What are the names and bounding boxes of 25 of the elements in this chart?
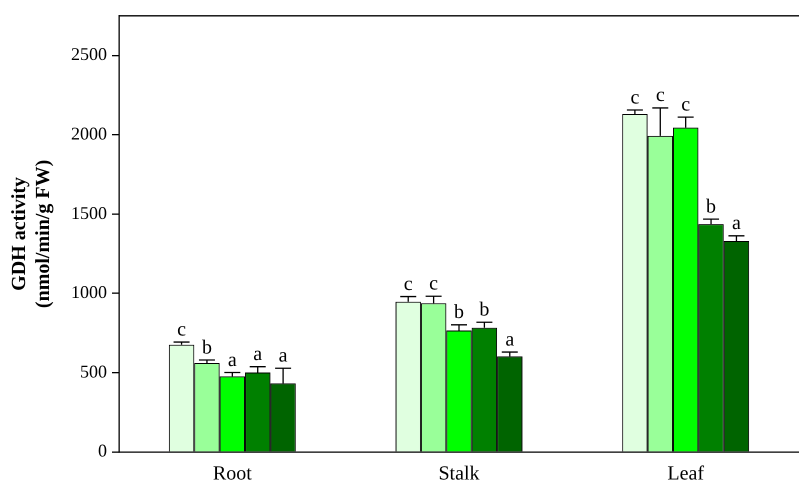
data-label: a [228, 348, 237, 371]
data-label: a [278, 344, 288, 366]
y-tick-label: 2500 [71, 44, 107, 64]
data-label: a [505, 328, 514, 350]
data-label: c [656, 84, 665, 106]
data-label: b [706, 195, 716, 218]
data-label: b [479, 298, 490, 320]
data-label: c [630, 86, 640, 108]
y-tick-label: 1000 [71, 282, 107, 302]
data-label: a [253, 342, 262, 365]
data-label: b [454, 301, 464, 324]
data-label: b [202, 336, 212, 358]
data-label: a [732, 212, 741, 234]
data-label: c [177, 318, 186, 340]
y-tick-label: 0 [98, 440, 107, 461]
y-tick-label: 500 [80, 361, 107, 382]
y-tick-label: 1500 [71, 202, 107, 223]
data-label: c [429, 272, 438, 294]
y-tick-label: 2000 [71, 124, 107, 144]
x-tick-label: Leaf [667, 462, 704, 484]
y-axis-title: GDH activity (nmol/min/g FW) [8, 160, 54, 308]
data-label: c [681, 93, 690, 116]
data-label: c [404, 272, 413, 295]
x-tick-label: Root [212, 462, 252, 484]
x-tick-label: Stalk [438, 462, 480, 484]
